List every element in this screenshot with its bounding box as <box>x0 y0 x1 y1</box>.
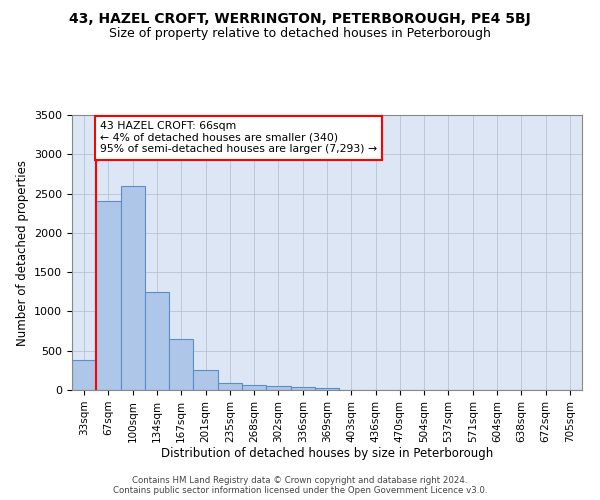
Bar <box>96 202 121 390</box>
Text: Size of property relative to detached houses in Peterborough: Size of property relative to detached ho… <box>109 28 491 40</box>
Bar <box>290 387 315 390</box>
Bar <box>193 370 218 390</box>
Text: 43, HAZEL CROFT, WERRINGTON, PETERBOROUGH, PE4 5BJ: 43, HAZEL CROFT, WERRINGTON, PETERBOROUG… <box>69 12 531 26</box>
Bar <box>315 388 339 390</box>
Bar <box>72 360 96 390</box>
Bar <box>266 386 290 390</box>
Text: Contains HM Land Registry data © Crown copyright and database right 2024.
Contai: Contains HM Land Registry data © Crown c… <box>113 476 487 495</box>
Bar <box>121 186 145 390</box>
Bar <box>242 386 266 390</box>
Y-axis label: Number of detached properties: Number of detached properties <box>16 160 29 346</box>
Bar <box>218 382 242 390</box>
Text: 43 HAZEL CROFT: 66sqm
← 4% of detached houses are smaller (340)
95% of semi-deta: 43 HAZEL CROFT: 66sqm ← 4% of detached h… <box>100 122 377 154</box>
Bar <box>145 292 169 390</box>
Text: Distribution of detached houses by size in Peterborough: Distribution of detached houses by size … <box>161 448 493 460</box>
Bar <box>169 339 193 390</box>
